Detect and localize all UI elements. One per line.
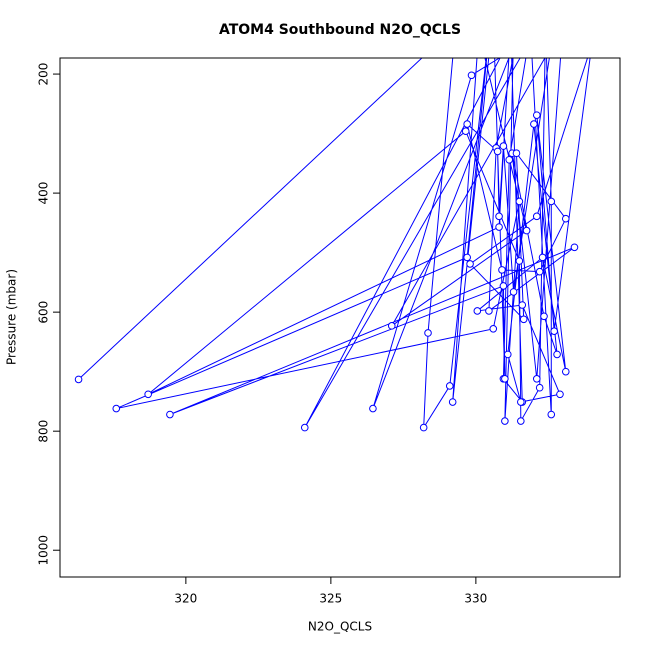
data-point xyxy=(473,307,482,315)
data-point xyxy=(387,322,396,330)
y-tick-label: 1000 xyxy=(37,535,51,566)
data-point xyxy=(448,398,457,406)
data-point xyxy=(540,312,548,321)
data-point xyxy=(547,197,556,206)
data-point xyxy=(517,398,525,406)
plot-area xyxy=(74,58,591,432)
data-point xyxy=(547,410,556,419)
data-point xyxy=(535,267,544,276)
data-point xyxy=(535,383,544,392)
x-tick-label: 325 xyxy=(319,592,342,606)
data-point xyxy=(517,417,525,425)
data-point xyxy=(369,404,377,413)
x-axis-label: N2O_QCLS xyxy=(308,620,372,634)
data-point xyxy=(556,390,564,399)
data-point xyxy=(501,417,509,425)
data-point xyxy=(570,243,579,252)
data-point xyxy=(561,367,570,376)
data-point xyxy=(532,111,541,119)
y-axis-label: Pressure (mbar) xyxy=(5,269,19,365)
data-point xyxy=(519,315,528,324)
data-point xyxy=(532,212,541,221)
chart-title: ATOM4 Southbound N2O_QCLS xyxy=(219,22,461,38)
data-point xyxy=(166,410,174,419)
data-point xyxy=(515,257,524,265)
data-point xyxy=(501,375,509,383)
data-point xyxy=(512,149,521,158)
data-point xyxy=(300,423,309,432)
data-point xyxy=(463,253,471,262)
x-tick-label: 320 xyxy=(174,592,197,606)
data-point xyxy=(538,253,547,262)
data-point xyxy=(489,325,498,333)
data-point xyxy=(505,155,514,164)
y-tick-label: 800 xyxy=(37,420,51,443)
data-point xyxy=(495,212,503,221)
data-point xyxy=(493,147,502,156)
data-point xyxy=(499,142,508,150)
data-point xyxy=(74,375,83,384)
data-point xyxy=(144,390,152,399)
y-tick-label: 200 xyxy=(37,63,51,86)
data-point xyxy=(495,223,503,231)
data-point xyxy=(467,71,476,80)
data-point xyxy=(518,301,527,309)
data-point xyxy=(553,350,561,359)
data-point xyxy=(419,423,428,432)
y-tick-label: 600 xyxy=(37,301,51,324)
data-point xyxy=(499,282,508,290)
data-point xyxy=(424,329,432,337)
data-point xyxy=(515,197,524,206)
data-point xyxy=(445,382,454,390)
data-point xyxy=(509,288,518,296)
data-point xyxy=(530,120,538,128)
data-point xyxy=(466,260,474,268)
data-point xyxy=(498,266,506,274)
data-point xyxy=(461,127,470,136)
data-point xyxy=(485,307,493,315)
data-point xyxy=(532,375,541,383)
data-point xyxy=(522,226,531,235)
data-point xyxy=(463,120,471,128)
plot-box xyxy=(59,57,621,578)
y-tick-label: 400 xyxy=(36,182,50,205)
data-point xyxy=(112,404,121,413)
data-point xyxy=(550,327,558,335)
x-tick-label: 330 xyxy=(464,592,487,606)
data-point xyxy=(561,214,570,223)
data-point xyxy=(503,350,512,359)
